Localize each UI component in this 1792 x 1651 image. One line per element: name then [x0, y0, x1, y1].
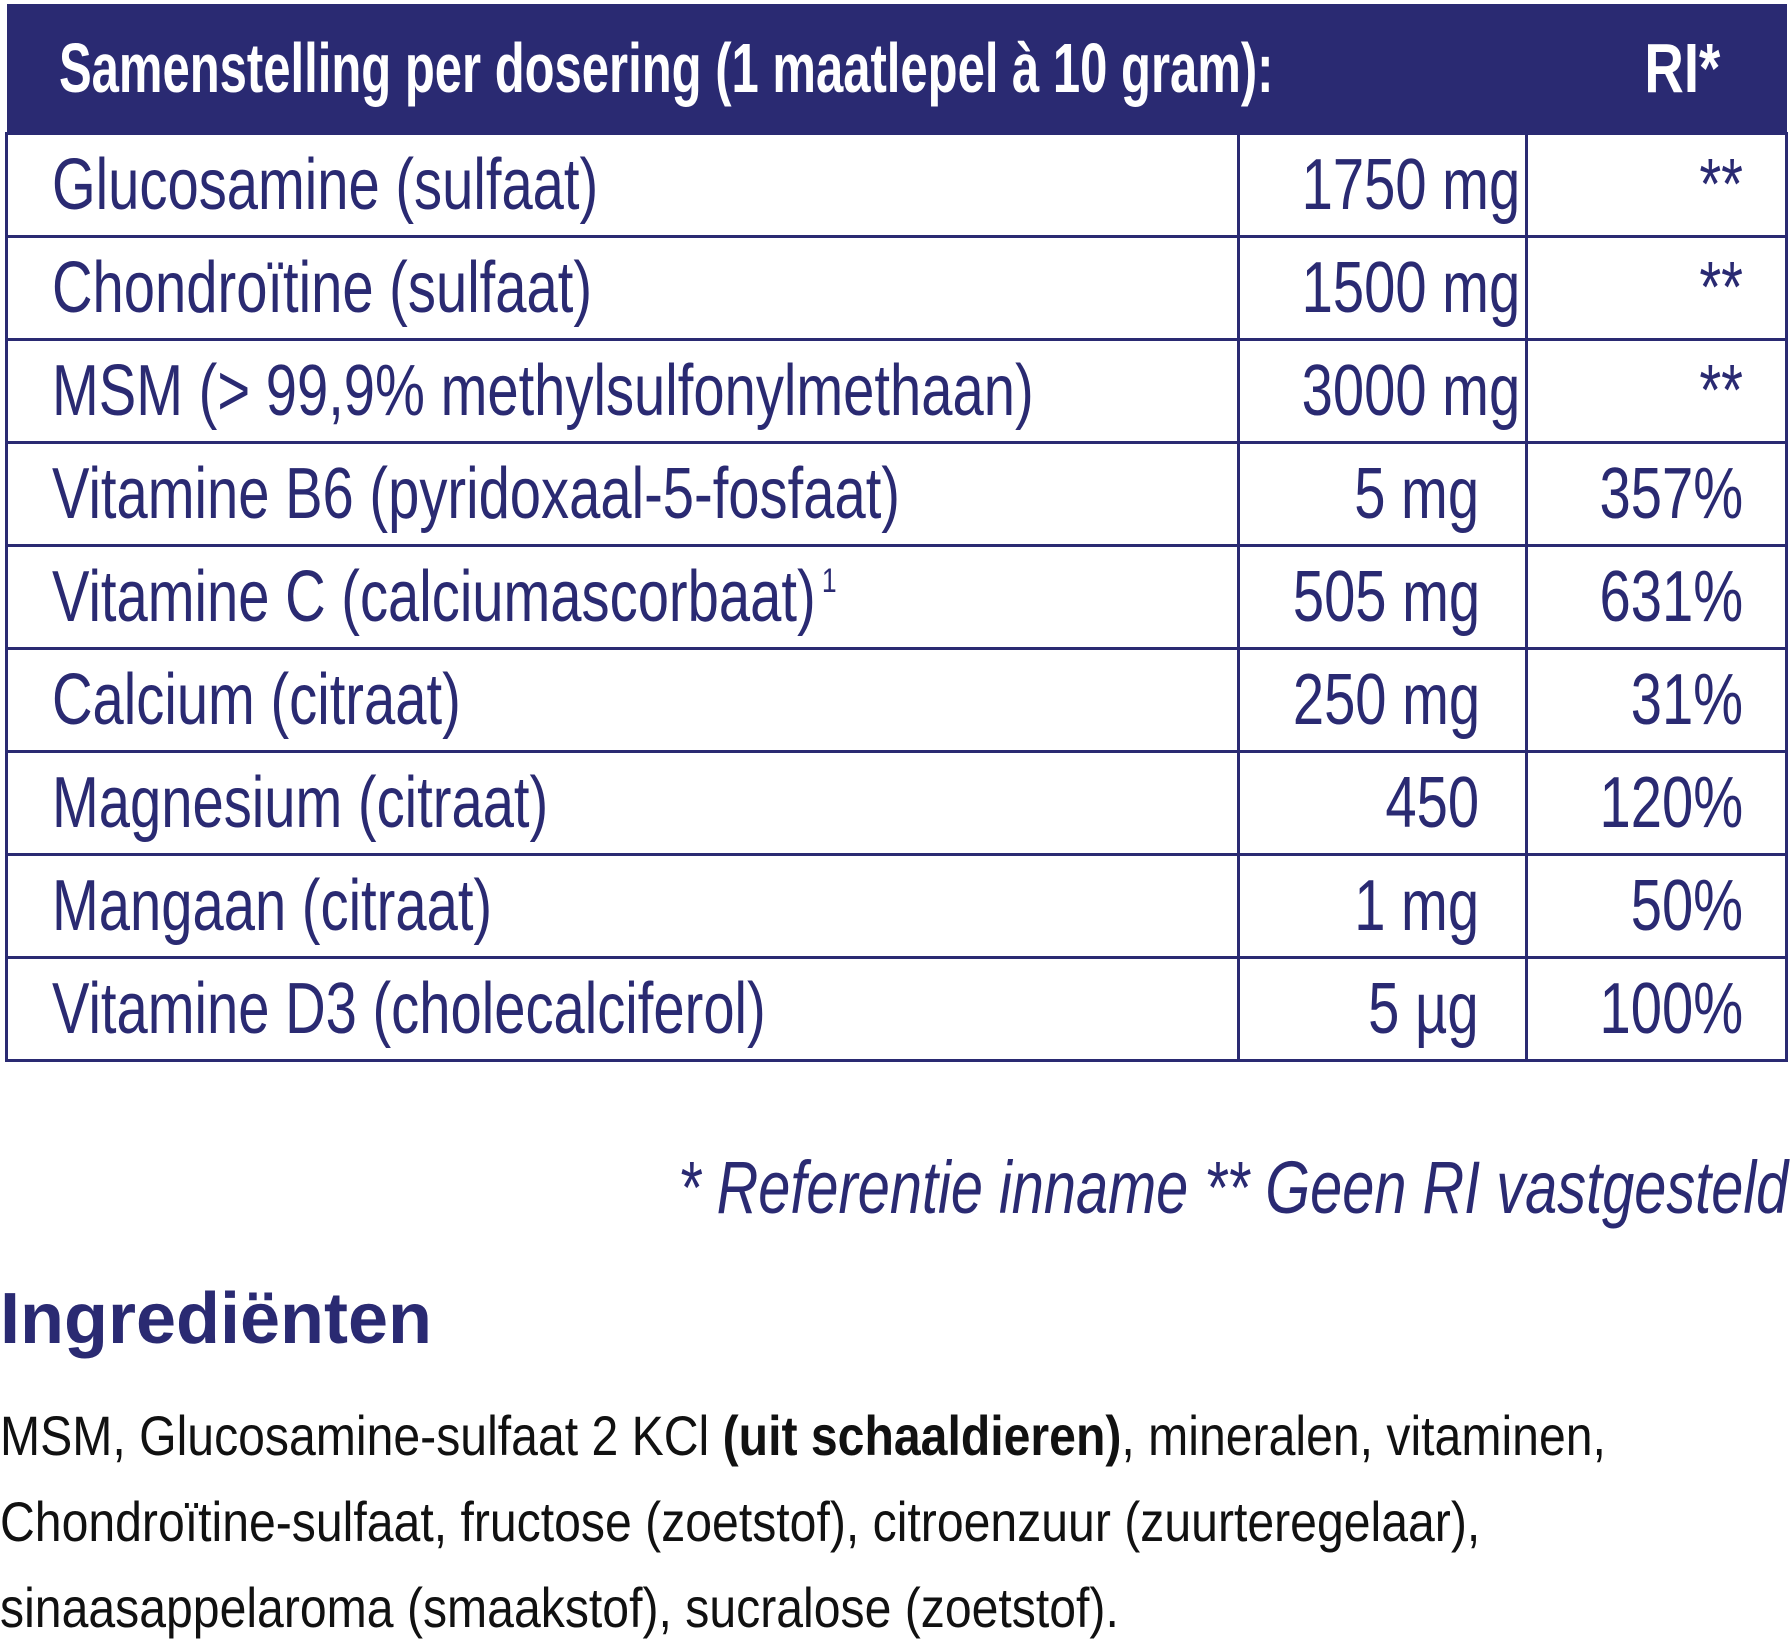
- nutrient-ri: 631%: [1599, 557, 1743, 637]
- nutrient-name: Mangaan (citraat): [52, 866, 493, 946]
- nutrient-ri: 100%: [1599, 969, 1743, 1049]
- allergen-note: (uit schaaldieren): [722, 1404, 1122, 1467]
- nutrient-name: MSM (> 99,9% methylsulfonylmethaan): [52, 351, 1034, 431]
- nutrient-ri: 31%: [1630, 660, 1743, 740]
- table-row: Mangaan (citraat) 1 mg 50%: [5, 853, 1788, 959]
- nutrient-amount: 505 mg: [1292, 557, 1481, 637]
- table-row: Vitamine B6 (pyridoxaal-5-fosfaat) 5 mg …: [5, 441, 1788, 547]
- nutrient-amount: 1500 mg: [1301, 248, 1521, 328]
- table-row: Glucosamine (sulfaat) 1750 mg **: [5, 132, 1788, 238]
- header-ri: RI*: [1644, 29, 1721, 107]
- table-row: MSM (> 99,9% methylsulfonylmethaan) 3000…: [5, 338, 1788, 444]
- table-row: Chondroïtine (sulfaat) 1500 mg **: [5, 235, 1788, 341]
- footnote: * Referentie inname ** Geen RI vastgeste…: [677, 1146, 1788, 1229]
- nutrient-amount: 1750 mg: [1301, 145, 1521, 225]
- nutrient-amount: 250 mg: [1292, 660, 1481, 740]
- composition-table: Samenstelling per dosering (1 maatlepel …: [5, 4, 1788, 1062]
- nutrient-ri: 357%: [1599, 454, 1743, 534]
- nutrient-ri: **: [1699, 248, 1743, 328]
- nutrient-name: Vitamine D3 (cholecalciferol): [52, 969, 766, 1049]
- nutrient-amount: 5 µg: [1368, 969, 1479, 1049]
- nutrient-ri: 120%: [1599, 763, 1743, 843]
- ingredients-heading: Ingrediënten: [0, 1279, 433, 1359]
- nutrient-name: Magnesium (citraat): [52, 763, 549, 843]
- footnote-marker: 1: [821, 562, 837, 600]
- table-row: Vitamine D3 (cholecalciferol) 5 µg 100%: [5, 956, 1788, 1062]
- nutrient-amount: 3000 mg: [1301, 351, 1521, 431]
- nutrient-name: Vitamine B6 (pyridoxaal-5-fosfaat): [52, 454, 900, 534]
- nutrient-ri: **: [1699, 145, 1743, 225]
- table-row: Magnesium (citraat) 450 120%: [5, 750, 1788, 856]
- header-title: Samenstelling per dosering (1 maatlepel …: [58, 29, 1274, 107]
- nutrient-name: Chondroïtine (sulfaat): [52, 248, 593, 328]
- nutrient-name: Calcium (citraat): [52, 660, 461, 740]
- nutrient-amount: 450: [1385, 763, 1479, 843]
- nutrient-ri: 50%: [1630, 866, 1743, 946]
- table-row: Vitamine C (calciumascorbaat) 1 505 mg 63…: [5, 544, 1788, 650]
- nutrient-ri: **: [1699, 351, 1743, 431]
- table-row: Calcium (citraat) 250 mg 31%: [5, 647, 1788, 753]
- table-header: Samenstelling per dosering (1 maatlepel …: [6, 4, 1787, 134]
- nutrient-name: Vitamine C (calciumascorbaat): [52, 557, 816, 637]
- nutrient-name: Glucosamine (sulfaat): [52, 145, 599, 225]
- ingredients-text: MSM, Glucosamine-sulfaat 2 KCl (uit scha…: [0, 1404, 1606, 1639]
- nutrient-amount: 1 mg: [1354, 866, 1479, 946]
- nutrient-amount: 5 mg: [1354, 454, 1479, 534]
